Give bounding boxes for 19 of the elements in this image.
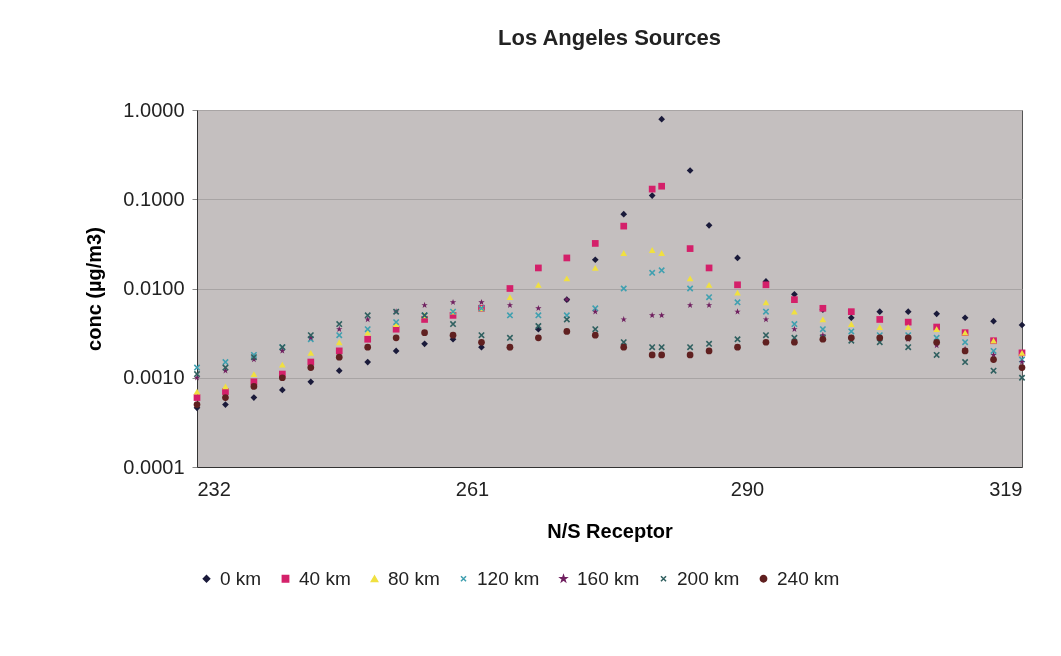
legend-label: 120 km <box>477 567 540 589</box>
legend-label: 240 km <box>777 567 840 589</box>
y-tick-label: 0.0001 <box>123 455 185 478</box>
x-tick-label: 232 <box>197 477 231 500</box>
legend-label: 160 km <box>577 567 640 589</box>
legend-label: 40 km <box>299 567 351 589</box>
legend-label: 200 km <box>677 567 740 589</box>
y-tick-label: 0.0100 <box>123 277 185 299</box>
y-tick-label: 1.0000 <box>123 98 185 121</box>
y-axis-title: conc (µg/m3) <box>83 227 106 351</box>
legend-label: 0 km <box>220 567 262 589</box>
x-tick-label: 261 <box>455 477 490 500</box>
x-axis-title: N/S Receptor <box>547 519 674 542</box>
y-tick-label: 0.1000 <box>123 187 185 210</box>
x-tick-label: 319 <box>989 477 1023 500</box>
legend-label: 80 km <box>388 567 440 589</box>
chart-title: Los Angeles Sources <box>498 25 721 50</box>
y-tick-label: 0.0010 <box>123 366 185 389</box>
x-tick-label: 290 <box>730 477 765 500</box>
